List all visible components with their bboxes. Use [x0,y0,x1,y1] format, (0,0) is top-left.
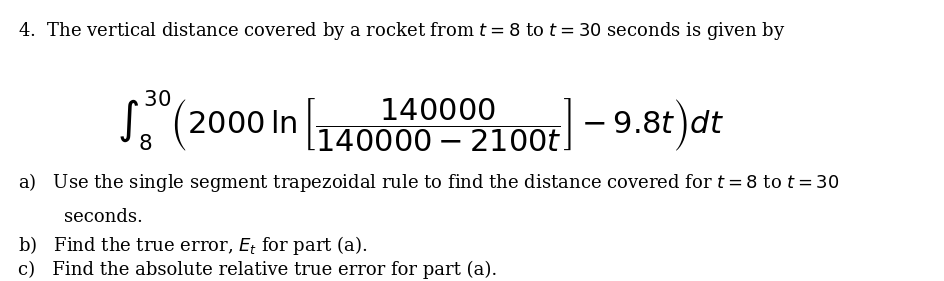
Text: c)   Find the absolute relative true error for part (a).: c) Find the absolute relative true error… [18,260,497,279]
Text: $\int_{8}^{30}\left(2000\,\ln\left[\dfrac{140000}{140000-2100t}\right]-9.8t\righ: $\int_{8}^{30}\left(2000\,\ln\left[\dfra… [117,89,723,155]
Text: a)   Use the single segment trapezoidal rule to find the distance covered for $t: a) Use the single segment trapezoidal ru… [18,171,838,194]
Text: seconds.: seconds. [64,208,143,226]
Text: b)   Find the true error, $E_t$ for part (a).: b) Find the true error, $E_t$ for part (… [18,234,367,257]
Text: 4.  The vertical distance covered by a rocket from $t = 8$ to $t = 30$ seconds i: 4. The vertical distance covered by a ro… [18,20,784,42]
